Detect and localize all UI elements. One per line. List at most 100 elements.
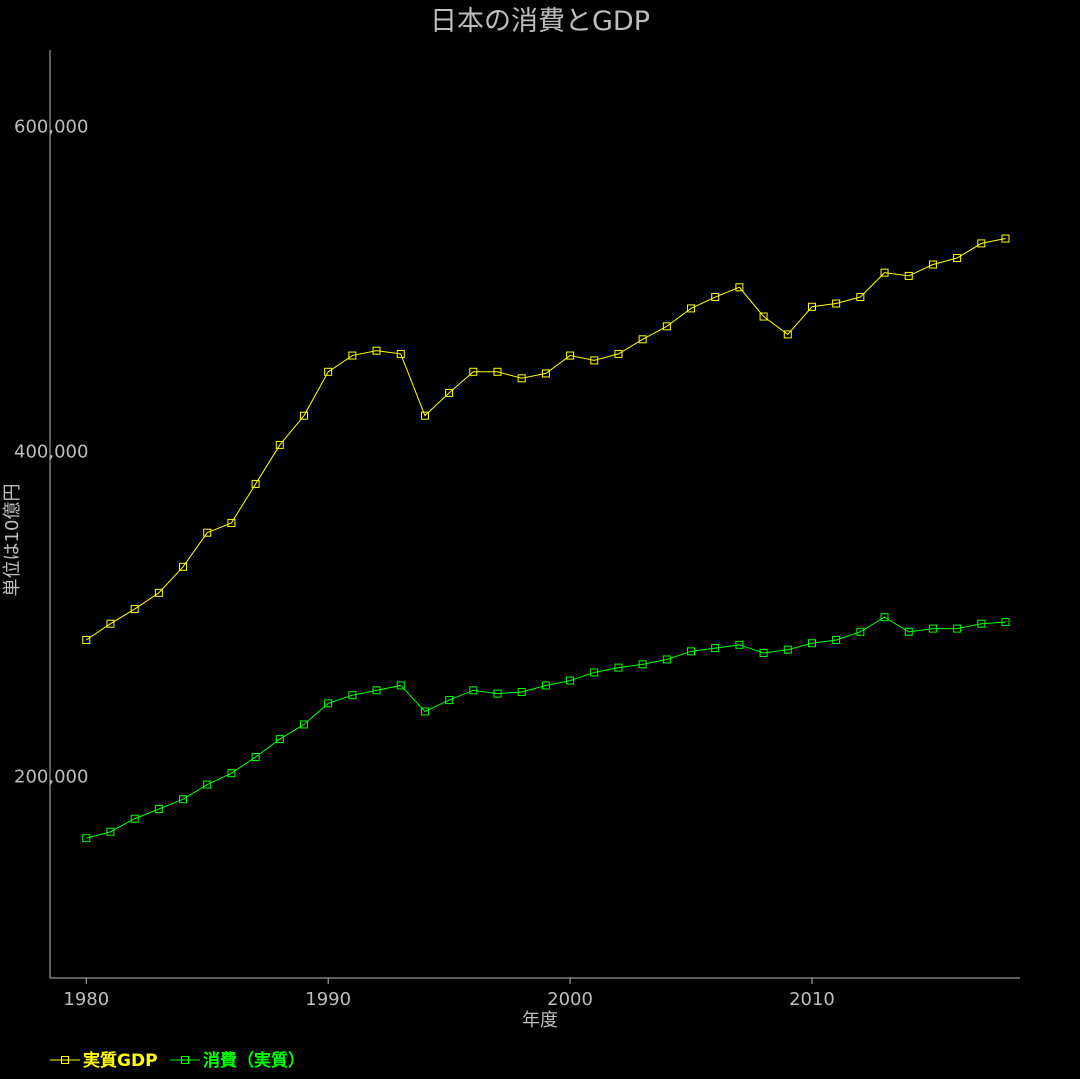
data-point [590,356,599,365]
data-point [130,605,139,614]
x-tick-label: 2010 [789,989,835,1010]
data-point [517,687,526,696]
legend-swatch-marker [181,1056,189,1064]
data-point [977,239,986,248]
y-axis-label: 単位は10億円 [2,484,23,597]
y-tick-label: 600,000 [14,116,88,137]
data-point [420,707,429,716]
data-point [711,644,720,653]
data-point [227,769,236,778]
y-tick-label: 400,000 [14,441,88,462]
data-point [856,293,865,302]
data-point [203,528,212,537]
data-point [445,388,454,397]
data-point [807,639,816,648]
data-point [541,681,550,690]
data-point [299,720,308,729]
series-line [86,238,1006,641]
data-point [928,260,937,269]
data-point [783,330,792,339]
data-point [662,322,671,331]
data-point [638,660,647,669]
data-point [396,349,405,358]
data-point [348,351,357,360]
data-point [711,293,720,302]
data-point [880,268,889,277]
data-point [783,645,792,654]
data-point [832,635,841,644]
series-2 [82,613,1010,843]
data-point [566,676,575,685]
x-tick-label: 1990 [305,989,351,1010]
data-point [856,627,865,636]
data-point [953,254,962,263]
data-point [735,640,744,649]
data-point [904,627,913,636]
series-1 [82,234,1010,644]
data-point [687,647,696,656]
data-point [493,367,502,376]
data-point [904,271,913,280]
series-line [86,616,1006,839]
legend-item: 実質GDP [50,1050,158,1071]
data-point [566,351,575,360]
data-point [227,518,236,527]
data-point [662,655,671,664]
data-point [517,374,526,383]
data-point [541,369,550,378]
x-tick-label: 1980 [63,989,109,1010]
data-point [275,735,284,744]
data-point [1001,618,1010,627]
data-point [928,624,937,633]
data-point [614,349,623,358]
data-point [687,304,696,313]
data-point [106,827,115,836]
data-point [396,681,405,690]
data-point [203,780,212,789]
y-tick-label: 200,000 [14,766,88,787]
data-point [735,283,744,292]
data-point [614,663,623,672]
data-point [372,346,381,355]
data-point [324,699,333,708]
data-point [493,689,502,698]
legend-swatch-marker [61,1056,69,1064]
data-point [179,795,188,804]
data-point [275,440,284,449]
data-point [324,367,333,376]
data-point [759,312,768,321]
legend: 実質GDP 消費（実質） [50,1050,305,1071]
x-axis-label: 年度 [522,1010,558,1031]
data-point [469,367,478,376]
data-point [299,411,308,420]
legend-item: 消費（実質） [170,1050,305,1071]
legend-label: 消費（実質） [203,1050,305,1071]
data-point [759,648,768,657]
x-tick-label: 2000 [547,989,593,1010]
data-point [638,335,647,344]
data-point [372,686,381,695]
data-point [82,635,91,644]
data-point [445,696,454,705]
data-point [953,624,962,633]
series-layer [82,234,1010,843]
data-point [807,302,816,311]
data-point [106,619,115,628]
data-point [251,752,260,761]
data-point [82,834,91,843]
data-point [977,619,986,628]
data-point [590,668,599,677]
data-point [179,562,188,571]
data-point [420,411,429,420]
x-ticks: 1980 1990 2000 2010 [63,978,835,1010]
data-point [880,613,889,622]
legend-label: 実質GDP [83,1050,158,1071]
data-point [469,686,478,695]
data-point [1001,234,1010,243]
data-point [832,299,841,308]
data-point [251,479,260,488]
data-point [154,804,163,813]
data-point [348,691,357,700]
data-point [154,588,163,597]
